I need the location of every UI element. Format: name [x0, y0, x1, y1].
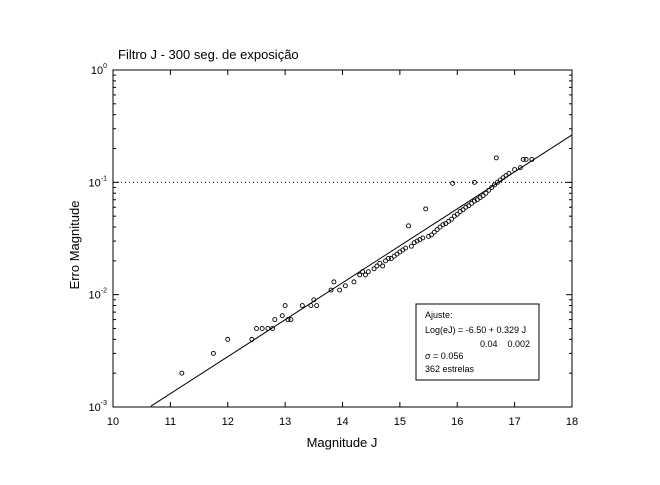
x-tick-label: 17 [509, 416, 521, 428]
x-tick-label: 18 [566, 416, 578, 428]
data-point [210, 350, 216, 356]
data-point [311, 297, 317, 303]
data-point [420, 235, 426, 241]
data-point [331, 279, 337, 285]
data-point [308, 303, 314, 309]
data-point [282, 303, 288, 309]
data-point [489, 185, 495, 190]
data-point [486, 187, 492, 193]
data-point [385, 256, 391, 261]
data-point [279, 313, 285, 319]
data-point [494, 179, 500, 185]
data-point [377, 260, 383, 266]
data-point [529, 156, 535, 162]
data-point [434, 227, 440, 232]
data-point [431, 229, 437, 235]
x-tick-label: 14 [336, 416, 348, 428]
data-point [472, 179, 477, 185]
data-point [493, 155, 499, 161]
y-tick-label: 100 [91, 63, 107, 77]
annotation-title: Ajuste: [425, 310, 453, 320]
data-point [466, 203, 472, 209]
x-tick-label: 16 [451, 416, 463, 428]
data-point [365, 269, 371, 275]
data-point [437, 224, 443, 230]
data-point [299, 303, 305, 309]
data-point [253, 326, 259, 331]
data-point [371, 266, 377, 272]
data-point [423, 206, 429, 212]
data-point [408, 243, 414, 249]
data-point [374, 263, 380, 269]
data-point [270, 326, 275, 331]
x-tick-label: 10 [107, 416, 119, 428]
data-point [328, 287, 334, 293]
data-point [492, 182, 497, 188]
data-point [406, 223, 411, 229]
annotation-errors: 0.04 0.002 [480, 339, 530, 349]
data-point [506, 170, 512, 176]
y-tick-label: 10-2 [89, 288, 108, 302]
data-point [272, 317, 278, 323]
data-point [249, 336, 255, 342]
fit-annotation-box: Ajuste: Log(eJ) = -6.50 + 0.329 J 0.04 0… [415, 303, 540, 381]
data-point [351, 279, 357, 285]
data-point [523, 156, 529, 162]
data-point [380, 263, 386, 269]
data-point [512, 167, 518, 172]
data-point [483, 190, 489, 196]
data-point [259, 326, 265, 331]
y-tick-label: 10-1 [89, 175, 108, 189]
data-point [403, 245, 409, 251]
x-axis-label: Magnitude J [307, 435, 378, 450]
data-point [520, 156, 526, 162]
annotation-equation: Log(eJ) = -6.50 + 0.329 J [425, 325, 526, 335]
annotation-frame [415, 303, 540, 381]
data-point [357, 272, 363, 278]
data-point [454, 211, 460, 217]
data-point [428, 232, 434, 238]
x-tick-label: 12 [222, 416, 234, 428]
annotation-sigma: σ = 0.056 [425, 351, 463, 361]
data-point [363, 272, 368, 278]
data-point [440, 222, 446, 228]
data-point [285, 317, 291, 323]
data-point [480, 193, 486, 199]
data-point [225, 336, 231, 342]
x-tick-label: 15 [394, 416, 406, 428]
data-point [179, 370, 185, 376]
data-point [314, 303, 320, 309]
data-point [265, 326, 271, 331]
x-tick-label: 13 [279, 416, 291, 428]
chart-title: Filtro J - 300 seg. de exposição [118, 47, 299, 62]
annotation-count: 362 estrelas [425, 364, 475, 374]
x-tick-label: 11 [165, 416, 176, 428]
fit-line [150, 134, 573, 407]
data-point [337, 287, 343, 293]
data-point [450, 180, 456, 186]
data-point [460, 207, 466, 213]
y-tick-label: 10-3 [89, 400, 108, 414]
data-point [342, 283, 348, 289]
y-axis-label: Erro Magnitude [67, 201, 82, 290]
data-point [517, 165, 523, 171]
data-points [179, 155, 535, 376]
data-point [449, 216, 454, 222]
data-point [288, 317, 294, 323]
x-axis-ticks: 10 11 12 13 14 15 16 17 18 [107, 70, 578, 428]
data-point [360, 269, 366, 275]
data-point [383, 258, 388, 264]
